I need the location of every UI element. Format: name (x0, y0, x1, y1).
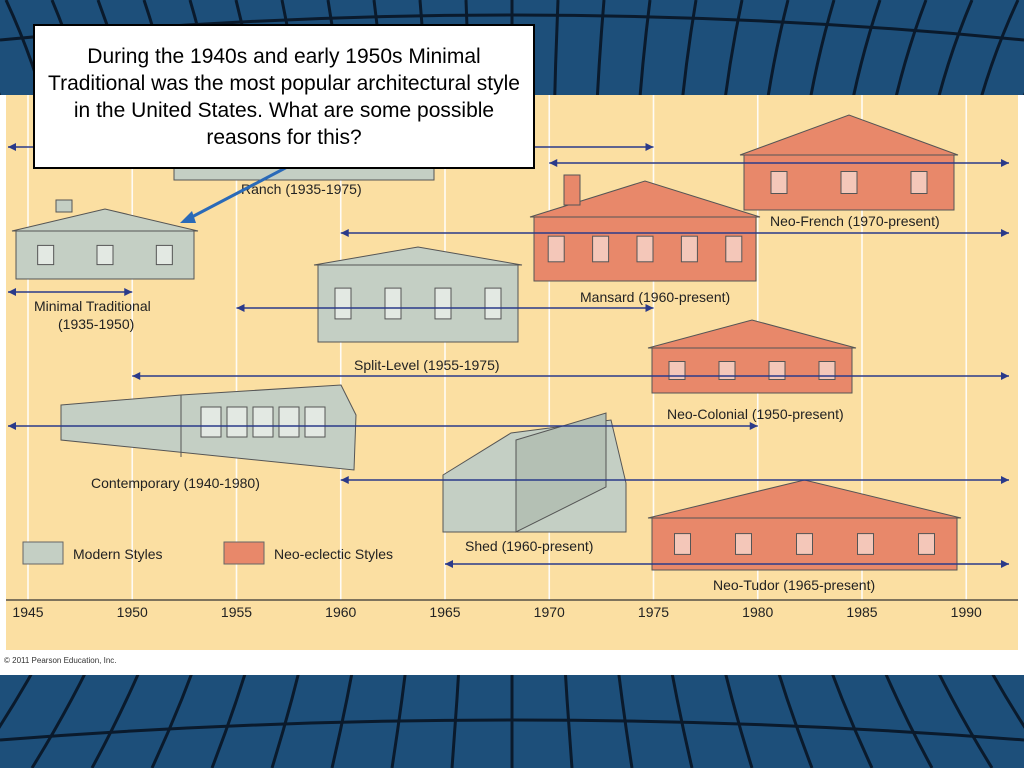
tick-label-1980: 1980 (742, 604, 773, 620)
tick-label-1960: 1960 (325, 604, 356, 620)
legend-swatch-neo-eclectic (223, 541, 265, 565)
tick-label-1975: 1975 (638, 604, 669, 620)
house-neo-french (739, 114, 959, 211)
timeline-bar-splitlevel (236, 304, 654, 312)
house-shed (442, 412, 627, 533)
legend-label-modern: Modern Styles (73, 546, 162, 562)
chimney (55, 199, 73, 213)
legend-label-neo-eclectic: Neo-eclectic Styles (274, 546, 393, 562)
house-mansard (529, 180, 761, 282)
tick-label-1990: 1990 (951, 604, 982, 620)
tick-label-1970: 1970 (534, 604, 565, 620)
style-label-neofrench: Neo-French (1970-present) (770, 213, 940, 229)
tick-label-1985: 1985 (846, 604, 877, 620)
tick-label-1950: 1950 (117, 604, 148, 620)
house-contemporary (60, 384, 357, 471)
timeline-bar-neofrench (549, 159, 1009, 167)
timeline-bar-mansard (340, 229, 1009, 237)
mansard-chimney (563, 174, 581, 206)
style-label-shed: Shed (1960-present) (465, 538, 593, 554)
timeline-bar-shed (340, 476, 1009, 484)
timeline-bar-contemporary (8, 422, 758, 430)
house-neo-colonial (647, 319, 857, 394)
timeline-bar-minimal (8, 288, 133, 296)
style-label-minimal: Minimal Traditional (1935-1950) (34, 298, 151, 332)
style-label-mansard: Mansard (1960-present) (580, 289, 730, 305)
tick-label-1965: 1965 (429, 604, 460, 620)
style-label-neocolonial: Neo-Colonial (1950-present) (667, 406, 844, 422)
timeline-chart: Ranch (1935-1975) Minimal Traditional (193… (6, 95, 1018, 650)
legend: Modern Styles Neo-eclectic Styles (22, 541, 393, 565)
house-minimal-traditional (11, 208, 199, 280)
house-split-level (313, 246, 523, 343)
style-label-contemporary: Contemporary (1940-1980) (91, 475, 260, 491)
question-box: During the 1940s and early 1950s Minimal… (33, 24, 535, 169)
tick-label-1945: 1945 (12, 604, 43, 620)
style-label-neotudor: Neo-Tudor (1965-present) (713, 577, 875, 593)
house-neo-tudor (647, 479, 962, 571)
tick-label-1955: 1955 (221, 604, 252, 620)
legend-swatch-modern (22, 541, 64, 565)
style-label-splitlevel: Split-Level (1955-1975) (354, 357, 500, 373)
timeline-bar-neocolonial (132, 372, 1009, 380)
timeline-bar-neotudor (445, 560, 1009, 568)
pointer-arrow (180, 163, 292, 223)
figure-panel: Ranch (1935-1975) Minimal Traditional (193… (0, 95, 1024, 675)
style-label-ranch: Ranch (1935-1975) (241, 181, 362, 197)
copyright-text: © 2011 Pearson Education, Inc. (4, 656, 117, 665)
